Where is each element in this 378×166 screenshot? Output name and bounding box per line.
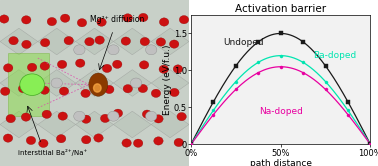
Circle shape <box>85 38 94 46</box>
Ellipse shape <box>94 84 101 92</box>
Circle shape <box>123 84 133 93</box>
Text: Ba-doped: Ba-doped <box>313 51 356 60</box>
Circle shape <box>108 45 119 55</box>
Polygon shape <box>151 28 189 55</box>
Circle shape <box>139 13 148 22</box>
Circle shape <box>169 40 179 48</box>
Bar <box>8 53 49 116</box>
Circle shape <box>40 62 50 70</box>
Circle shape <box>108 111 119 121</box>
Text: Na-doped: Na-doped <box>259 107 303 116</box>
Circle shape <box>133 139 143 147</box>
Circle shape <box>19 84 28 93</box>
Text: Mg²⁺ diffusion: Mg²⁺ diffusion <box>90 15 144 24</box>
Circle shape <box>113 109 122 117</box>
Circle shape <box>177 112 186 121</box>
Circle shape <box>151 89 161 97</box>
Circle shape <box>6 114 15 123</box>
Circle shape <box>82 136 91 144</box>
Circle shape <box>170 88 179 97</box>
Circle shape <box>74 111 85 121</box>
Circle shape <box>77 19 87 27</box>
Text: interstitial Ba²⁺/Na⁺: interstitial Ba²⁺/Na⁺ <box>18 149 88 156</box>
Title: Activation barrier: Activation barrier <box>235 4 326 14</box>
Circle shape <box>139 61 149 69</box>
Y-axis label: Energy (eV/f.u.): Energy (eV/f.u.) <box>163 44 172 115</box>
Circle shape <box>9 37 18 45</box>
Circle shape <box>156 38 166 46</box>
Polygon shape <box>151 70 189 96</box>
Circle shape <box>138 84 147 93</box>
Circle shape <box>123 14 132 22</box>
Circle shape <box>159 65 169 73</box>
Polygon shape <box>76 70 113 96</box>
Circle shape <box>154 115 163 123</box>
Circle shape <box>60 14 70 22</box>
Ellipse shape <box>89 73 108 96</box>
X-axis label: path distance: path distance <box>249 159 312 166</box>
Circle shape <box>146 111 157 121</box>
Circle shape <box>130 78 142 88</box>
Circle shape <box>102 64 112 73</box>
Circle shape <box>140 37 150 46</box>
Circle shape <box>142 110 152 118</box>
Polygon shape <box>0 28 38 55</box>
Polygon shape <box>38 111 76 138</box>
Circle shape <box>40 86 49 94</box>
Polygon shape <box>0 70 38 96</box>
Circle shape <box>3 134 13 142</box>
Polygon shape <box>113 111 151 138</box>
Circle shape <box>179 15 189 24</box>
Circle shape <box>51 78 62 88</box>
Circle shape <box>56 134 66 143</box>
Circle shape <box>22 16 31 24</box>
Circle shape <box>97 18 106 26</box>
Polygon shape <box>0 111 38 138</box>
Circle shape <box>26 136 36 145</box>
Circle shape <box>58 112 67 120</box>
Circle shape <box>42 110 51 119</box>
Circle shape <box>20 74 45 95</box>
Circle shape <box>40 39 50 47</box>
Circle shape <box>154 137 163 145</box>
Circle shape <box>121 37 130 45</box>
Polygon shape <box>38 70 76 96</box>
Circle shape <box>76 59 85 67</box>
Circle shape <box>3 64 13 72</box>
Polygon shape <box>76 111 113 138</box>
Circle shape <box>21 113 31 121</box>
Circle shape <box>81 115 91 123</box>
Circle shape <box>74 45 85 55</box>
Circle shape <box>22 40 31 48</box>
Circle shape <box>0 87 10 95</box>
Polygon shape <box>76 28 113 55</box>
Circle shape <box>64 36 73 45</box>
Circle shape <box>59 87 69 95</box>
Circle shape <box>173 65 183 73</box>
Circle shape <box>146 45 157 55</box>
Polygon shape <box>113 70 151 96</box>
Circle shape <box>27 63 37 72</box>
Polygon shape <box>113 28 151 55</box>
Circle shape <box>0 15 9 23</box>
Circle shape <box>81 89 90 98</box>
Circle shape <box>122 139 131 147</box>
Circle shape <box>105 85 114 94</box>
Polygon shape <box>38 28 76 55</box>
Text: Undoped: Undoped <box>223 38 264 47</box>
Circle shape <box>94 134 103 142</box>
Circle shape <box>174 138 183 147</box>
Polygon shape <box>151 111 189 138</box>
Circle shape <box>101 114 110 123</box>
Circle shape <box>95 36 104 44</box>
Circle shape <box>47 17 57 26</box>
Circle shape <box>39 139 48 148</box>
Circle shape <box>113 60 122 68</box>
Circle shape <box>160 18 169 26</box>
Circle shape <box>57 60 67 69</box>
